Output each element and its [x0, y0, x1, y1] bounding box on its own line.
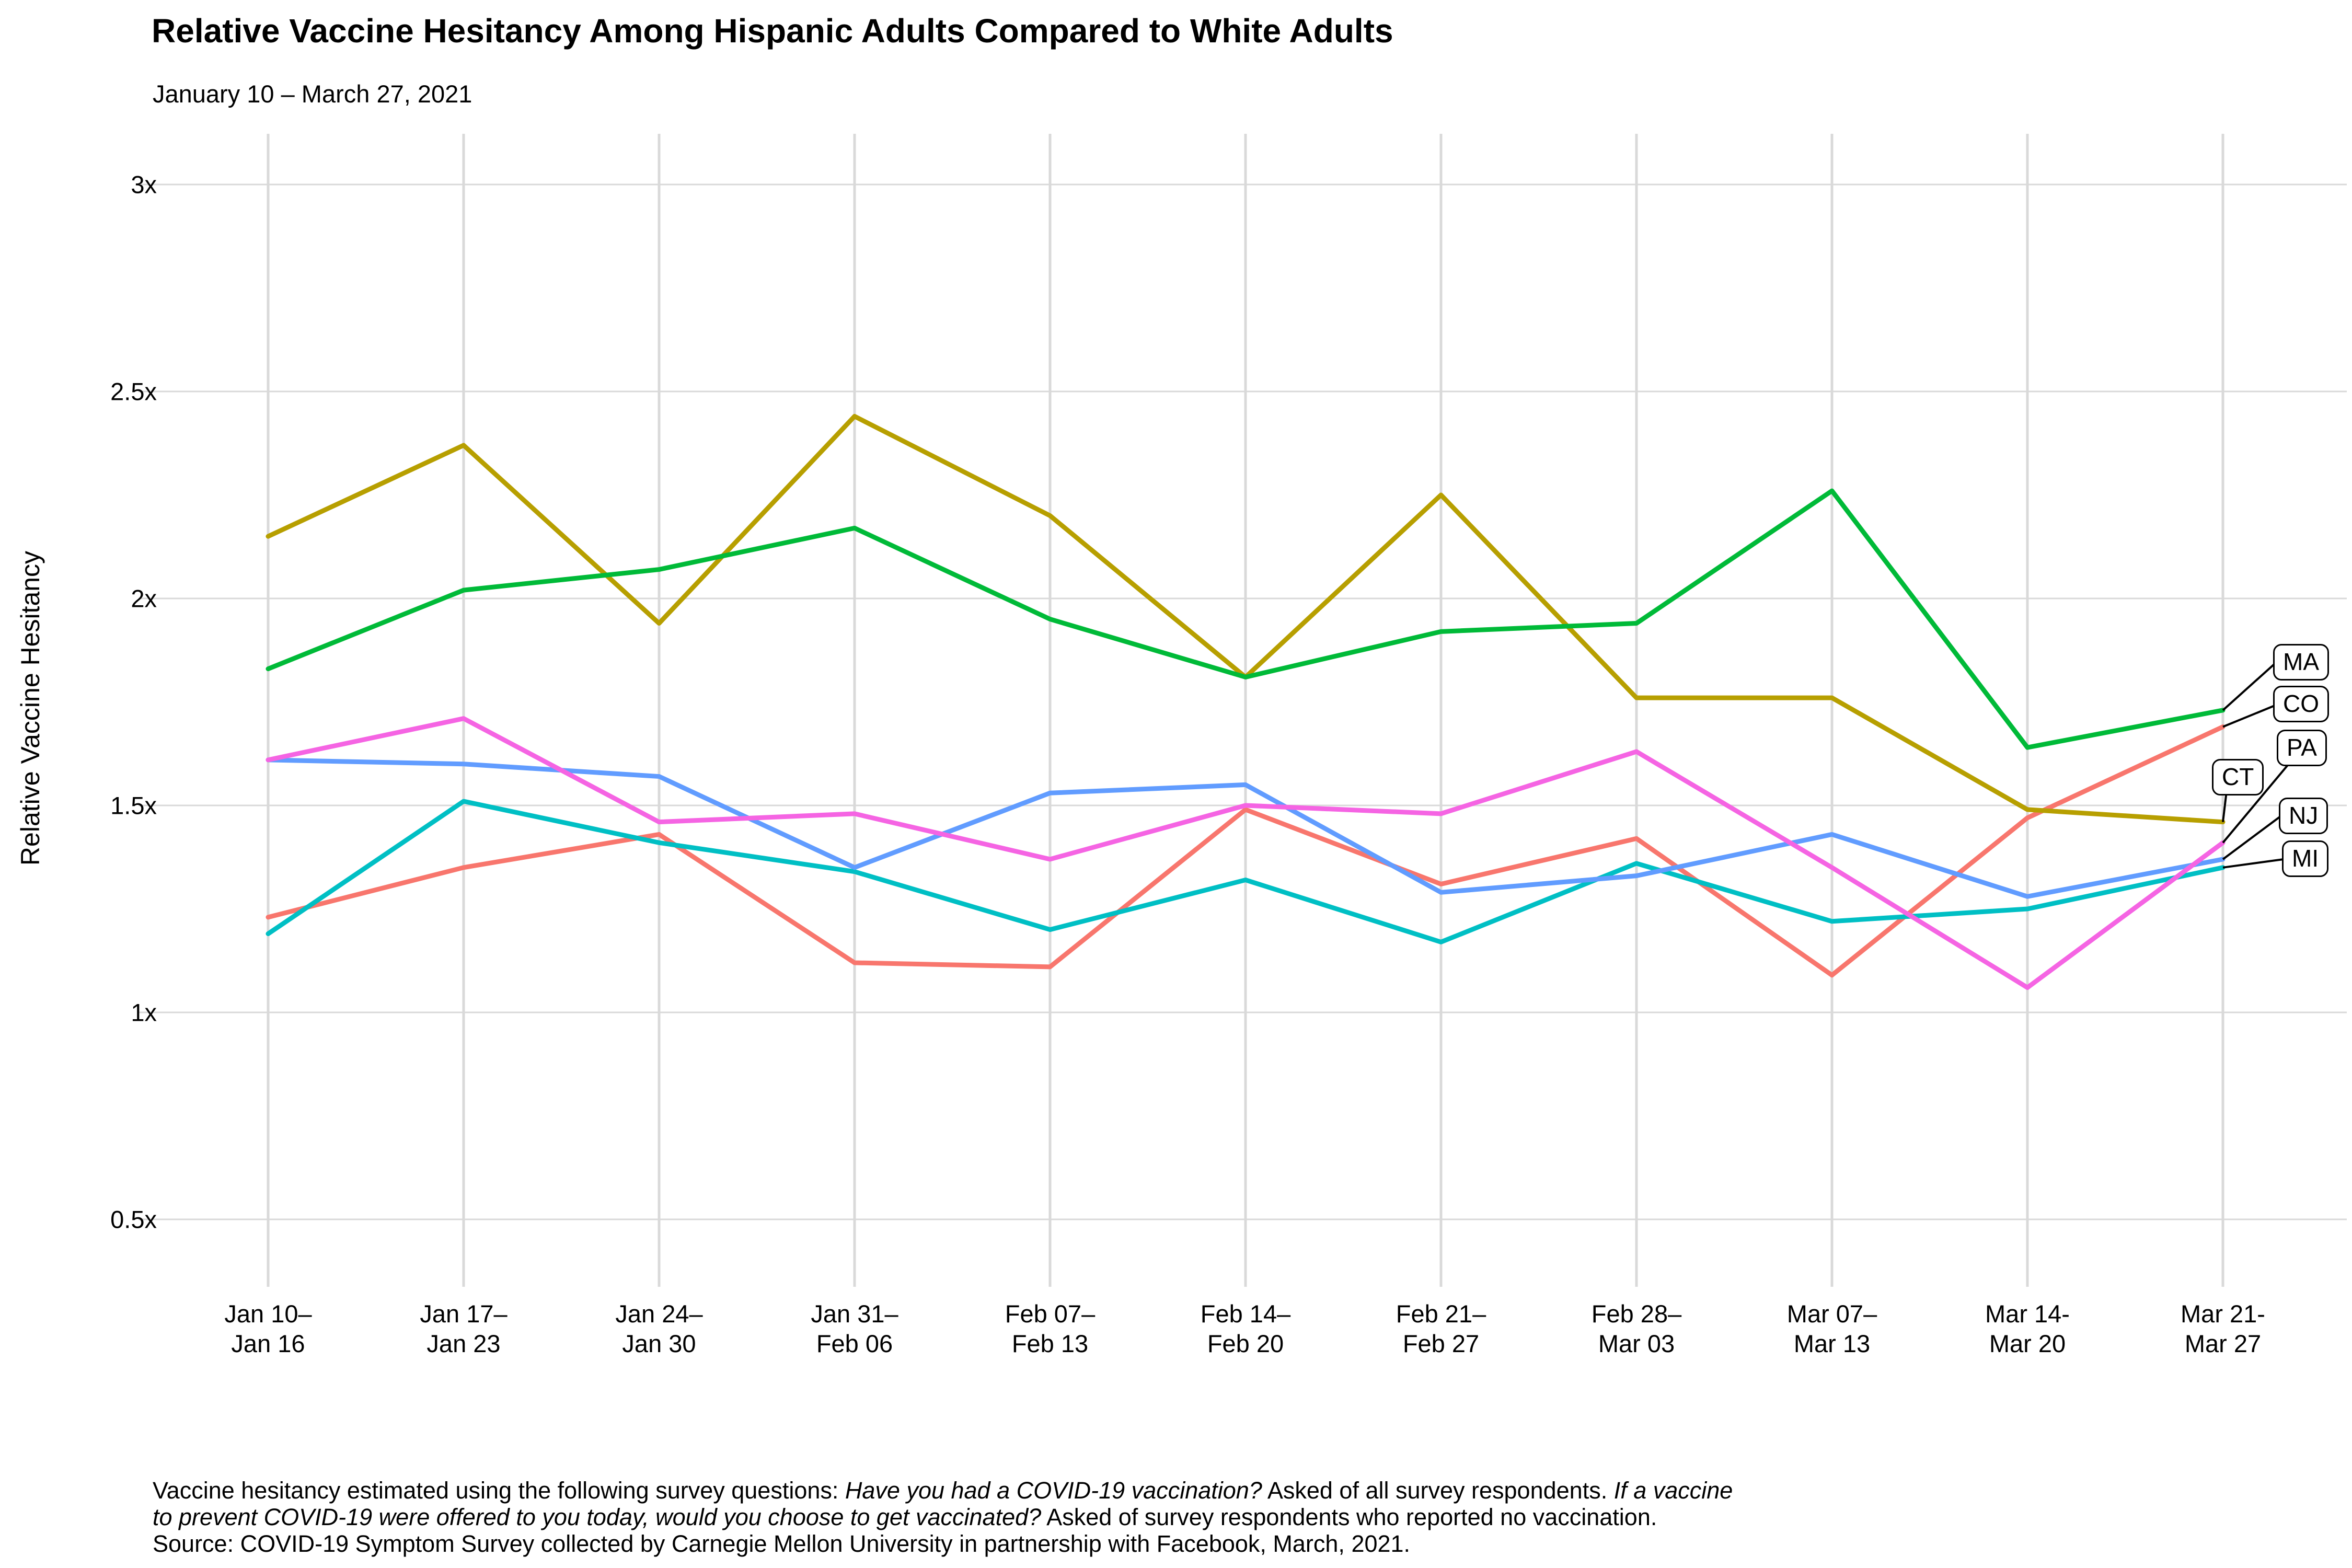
caption-line: Vaccine hesitancy estimated using the fo…	[153, 1477, 1733, 1504]
series-line-MI	[266, 799, 2226, 944]
series-label-CO: CO	[2273, 686, 2329, 722]
page-title: Relative Vaccine Hesitancy Among Hispani…	[152, 12, 1393, 50]
caption-line: Source: COVID-19 Symptom Survey collecte…	[153, 1530, 1733, 1557]
x-tick-label: Jan 10– Jan 16	[224, 1300, 312, 1357]
x-tick-label: Feb 14– Feb 20	[1200, 1300, 1291, 1357]
caption-question-text: Have you had a COVID-19 vaccination?	[845, 1477, 1262, 1504]
y-tick-label: 1x	[131, 998, 157, 1027]
x-tick-label: Feb 28– Mar 03	[1591, 1300, 1682, 1357]
y-tick-label: 0.5x	[110, 1205, 157, 1233]
x-tick-label: Jan 17– Jan 23	[420, 1300, 508, 1357]
series-label-CT: CT	[2212, 759, 2264, 795]
series-label-MI: MI	[2282, 840, 2329, 877]
y-tick-label: 2x	[131, 584, 157, 613]
x-tick-label: Mar 07– Mar 13	[1786, 1300, 1877, 1357]
y-tick-label: 2.5x	[110, 377, 157, 406]
label-leader-PA	[2222, 761, 2291, 844]
x-tick-label: Jan 31– Feb 06	[811, 1300, 898, 1357]
caption-footer: Vaccine hesitancy estimated using the fo…	[153, 1477, 1733, 1557]
label-leader-CO	[2222, 705, 2275, 728]
caption-question-text: to prevent COVID-19 were offered to you …	[153, 1504, 1042, 1530]
label-leader-CT	[2222, 791, 2228, 822]
series-line-CO	[266, 724, 2226, 978]
x-tick-label: Mar 14- Mar 20	[1985, 1300, 2070, 1357]
caption-question-text: If a vaccine	[1613, 1477, 1733, 1504]
x-tick-label: Mar 21- Mar 27	[2181, 1300, 2265, 1357]
caption-text: Asked of all survey respondents.	[1262, 1477, 1614, 1504]
caption-text: Source: COVID-19 Symptom Survey collecte…	[153, 1530, 1411, 1557]
series-line-MA	[266, 488, 2226, 750]
caption-text: Asked of survey respondents who reported…	[1041, 1504, 1657, 1530]
page-subtitle: January 10 – March 27, 2021	[153, 80, 472, 108]
label-leader-NJ	[2222, 815, 2281, 860]
series-label-NJ: NJ	[2279, 798, 2328, 834]
label-leader-MA	[2222, 663, 2276, 711]
x-tick-label: Feb 21– Feb 27	[1396, 1300, 1486, 1357]
y-tick-label: 3x	[131, 170, 157, 199]
x-tick-label: Jan 24– Jan 30	[615, 1300, 703, 1357]
series-label-MA: MA	[2273, 644, 2329, 681]
x-tick-label: Feb 07– Feb 13	[1005, 1300, 1096, 1357]
series-label-PA: PA	[2277, 730, 2327, 766]
series-line-PA	[266, 716, 2226, 990]
label-leader-MI	[2222, 858, 2284, 869]
series-line-NJ	[266, 757, 2226, 899]
caption-text: Vaccine hesitancy estimated using the fo…	[153, 1477, 845, 1504]
caption-line: to prevent COVID-19 were offered to you …	[153, 1504, 1733, 1530]
y-tick-label: 1.5x	[110, 791, 157, 820]
